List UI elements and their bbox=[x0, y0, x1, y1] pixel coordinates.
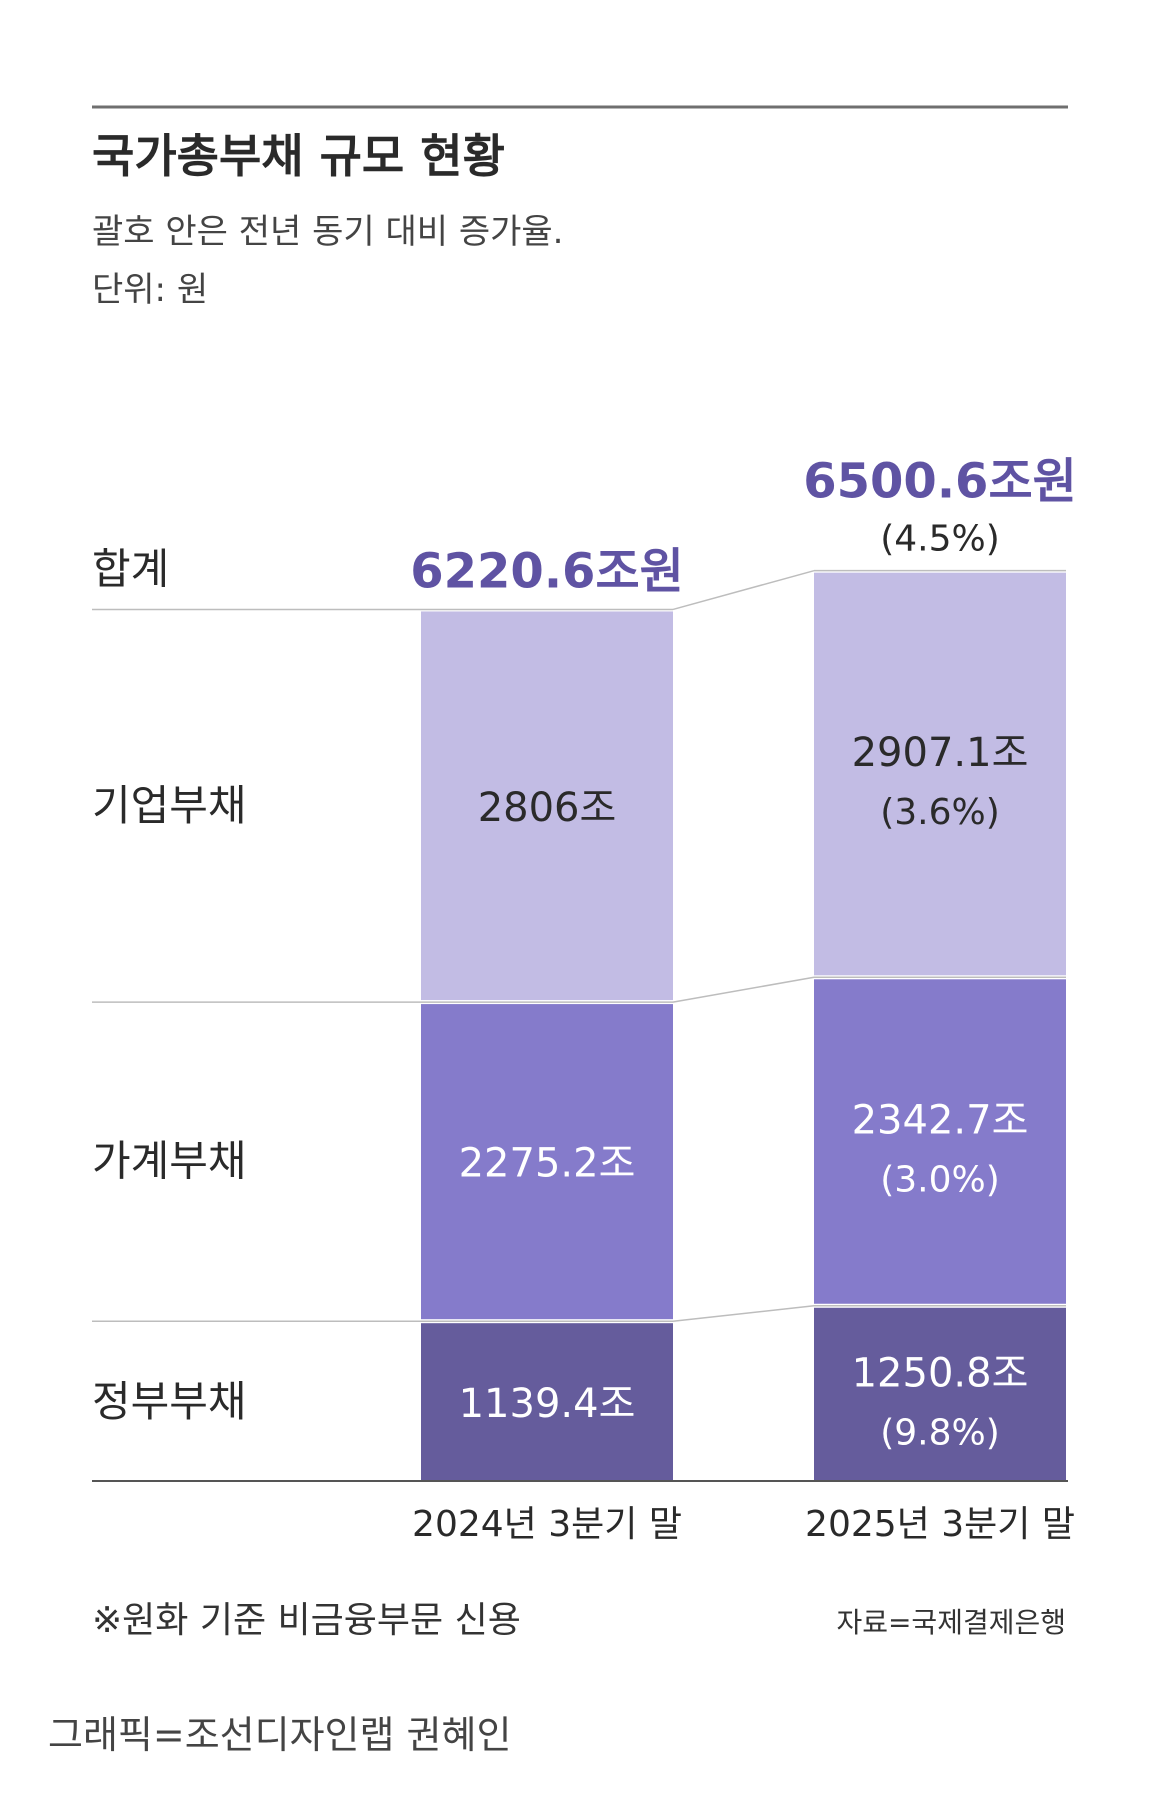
unit-label: 단위: 원 bbox=[92, 270, 208, 310]
bar-가계부채-0 bbox=[421, 1004, 673, 1320]
bar-가계부채-1 bbox=[814, 979, 1066, 1304]
bar-정부부채-0 bbox=[421, 1323, 673, 1481]
row-label-2: 가계부채 bbox=[92, 1137, 247, 1186]
growth-label-가계부채-1: (3.0%) bbox=[880, 1160, 1000, 1201]
value-label-가계부채-0: 2275.2조 bbox=[459, 1141, 636, 1187]
value-label-기업부채-0: 2806조 bbox=[478, 785, 617, 831]
growth-label-기업부채-1: (3.6%) bbox=[880, 792, 1000, 833]
value-label-가계부채-1: 2342.7조 bbox=[852, 1098, 1029, 1144]
source-label: 자료=국제결제은행 bbox=[836, 1606, 1066, 1639]
total-label-0: 6220.6조원 bbox=[410, 543, 684, 599]
footnote: ※원화 기준 비금융부문 신용 bbox=[92, 1600, 521, 1641]
value-label-정부부채-1: 1250.8조 bbox=[852, 1350, 1029, 1396]
bar-기업부채-1 bbox=[814, 572, 1066, 976]
connector-line-1 bbox=[672, 976, 815, 1003]
x-tick-label-1: 2025년 3분기 말 bbox=[805, 1504, 1075, 1545]
connector-line-2 bbox=[672, 1305, 815, 1322]
value-labels: 2806조 2275.2조 1139.4조 2907.1조 (3.6%) 2342.7조 (… bbox=[410, 454, 1077, 1454]
total-growth-1: (4.5%) bbox=[880, 519, 1000, 560]
connector-line-0 bbox=[672, 569, 815, 611]
x-axis-labels: 2024년 3분기 말 2025년 3분기 말 bbox=[412, 1504, 1075, 1545]
growth-label-정부부채-1: (9.8%) bbox=[880, 1412, 1000, 1453]
bar-기업부채-0 bbox=[421, 611, 673, 1001]
bar-정부부채-1 bbox=[814, 1307, 1066, 1481]
row-label-0: 합계 bbox=[92, 544, 169, 593]
guide-lines bbox=[92, 569, 1066, 1322]
value-label-정부부채-0: 1139.4조 bbox=[459, 1381, 636, 1427]
chart-subtitle: 괄호 안은 전년 동기 대비 증가율. bbox=[92, 212, 564, 252]
chart-title: 국가총부채 규모 현황 bbox=[92, 129, 505, 183]
bars bbox=[421, 572, 1066, 1481]
value-label-기업부채-1: 2907.1조 bbox=[852, 730, 1029, 776]
row-label-3: 정부부채 bbox=[92, 1377, 247, 1426]
x-tick-label-0: 2024년 3분기 말 bbox=[412, 1504, 682, 1545]
total-label-1: 6500.6조원 bbox=[803, 454, 1077, 510]
row-label-1: 기업부채 bbox=[92, 781, 247, 830]
graphic-credit: 그래픽=조선디자인랩 권혜인 bbox=[48, 1713, 511, 1757]
